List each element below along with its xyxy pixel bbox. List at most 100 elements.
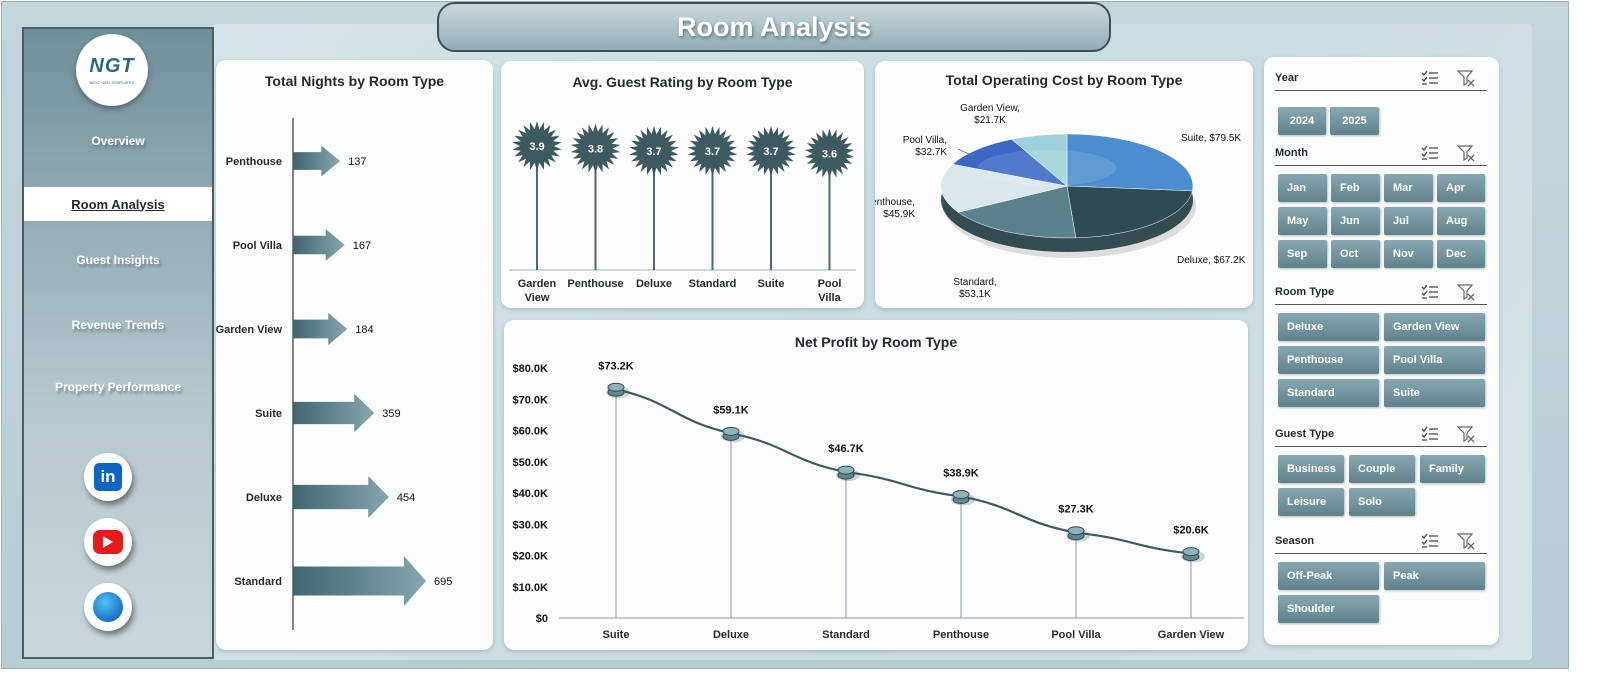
multi-select-icon[interactable]	[1421, 145, 1439, 161]
slicer-year: Year 2024 2025	[1275, 67, 1487, 137]
cost-pie-highlight	[977, 149, 1117, 187]
slicer-month-may[interactable]: May	[1278, 207, 1327, 235]
rating-category-label: View	[525, 292, 550, 304]
cost-slice-value: $32.7K	[915, 147, 947, 158]
profit-value-label: $59.1K	[713, 404, 749, 416]
cost-slice-garden-view	[1011, 133, 1068, 187]
slicer-room-garden-view[interactable]: Garden View	[1384, 313, 1485, 341]
cost-slice-label: Standard,	[953, 277, 996, 288]
profit-marker	[607, 382, 625, 392]
slicer-month-dec[interactable]: Dec	[1437, 240, 1485, 268]
slicer-room-pool-villa[interactable]: Pool Villa	[1384, 346, 1485, 374]
profit-ytick-label: $20.0K	[513, 551, 549, 563]
slicer-guest-type-header: Guest Type	[1275, 423, 1487, 447]
rating-value-label: 3.6	[822, 149, 837, 161]
slicer-guest-type: Guest Type Business Couple Family Leisur…	[1275, 423, 1487, 523]
nights-bar-pool-villa	[293, 229, 345, 261]
multi-select-icon[interactable]	[1421, 70, 1439, 86]
rating-category-label: Suite	[758, 278, 785, 290]
sidebar-item-property-performance[interactable]: Property Performance	[54, 380, 182, 394]
rating-chart-title: Avg. Guest Rating by Room Type	[572, 74, 793, 90]
cost-slice-deluxe	[1066, 185, 1193, 239]
clear-filter-icon[interactable]	[1457, 70, 1475, 87]
slicer-guest-leisure[interactable]: Leisure	[1278, 488, 1344, 516]
cost-leader-line	[957, 148, 974, 157]
rating-starburst-pool-villa	[804, 128, 855, 179]
profit-category-label: Penthouse	[933, 629, 989, 641]
slicer-season-off-peak[interactable]: Off-Peak	[1278, 562, 1379, 590]
slicer-month-nov[interactable]: Nov	[1384, 240, 1433, 268]
rating-category-label: Standard	[689, 278, 737, 290]
multi-select-icon[interactable]	[1421, 284, 1439, 300]
slicer-year-2025[interactable]: 2025	[1330, 107, 1379, 135]
slicer-season-peak[interactable]: Peak	[1384, 562, 1485, 590]
profit-marker	[1067, 526, 1085, 536]
sidebar-item-overview[interactable]: Overview	[91, 134, 145, 148]
cost-slice-label: Penthouse,	[875, 197, 915, 208]
cost-slice-value: $45.9K	[883, 209, 915, 220]
linkedin-button[interactable]: in	[84, 453, 132, 501]
slicer-month-feb[interactable]: Feb	[1331, 174, 1380, 202]
slicer-month-header: Month	[1275, 142, 1487, 166]
sidebar-item-room-analysis[interactable]: Room Analysis	[24, 187, 212, 221]
slicer-month-mar[interactable]: Mar	[1384, 174, 1433, 202]
clear-filter-icon[interactable]	[1457, 284, 1475, 301]
slicer-guest-couple[interactable]: Couple	[1349, 455, 1415, 483]
sidebar-item-guest-insights[interactable]: Guest Insights	[76, 253, 160, 267]
rating-category-label: Pool	[818, 278, 842, 290]
clear-filter-icon[interactable]	[1457, 426, 1475, 443]
nights-value-label: 137	[348, 156, 366, 168]
clear-filter-icon[interactable]	[1457, 145, 1475, 162]
multi-select-icon[interactable]	[1421, 426, 1439, 442]
slicer-room-standard[interactable]: Standard	[1278, 379, 1379, 407]
cost-slice-suite	[1066, 133, 1194, 192]
youtube-button[interactable]	[84, 518, 132, 566]
rating-value-label: 3.7	[646, 146, 661, 158]
rating-starburst-standard	[687, 126, 738, 176]
slicer-room-penthouse[interactable]: Penthouse	[1278, 346, 1379, 374]
youtube-icon	[93, 530, 123, 554]
profit-chart-card: Net Profit by Room Type $0 $10.0K $20.0K $3…	[504, 320, 1248, 650]
profit-category-label: Deluxe	[713, 629, 749, 641]
sidebar-item-revenue-trends[interactable]: Revenue Trends	[71, 318, 165, 332]
rating-value-label: 3.8	[588, 144, 603, 156]
slicer-guest-solo[interactable]: Solo	[1349, 488, 1415, 516]
slicer-year-header: Year	[1275, 67, 1487, 91]
slicer-room-deluxe[interactable]: Deluxe	[1278, 313, 1379, 341]
slicer-month-jun[interactable]: Jun	[1331, 207, 1380, 235]
logo-text: NGT	[89, 55, 135, 77]
nights-value-label: 359	[382, 408, 400, 420]
nights-bar-garden-view	[293, 312, 348, 346]
profit-category-label: Garden View	[1158, 629, 1225, 641]
slicer-year-2024[interactable]: 2024	[1278, 107, 1326, 135]
clear-filter-icon[interactable]	[1457, 533, 1475, 550]
slicer-month: Month Jan Feb Mar Apr May Jun Jul Aug Se…	[1275, 142, 1487, 272]
cost-slice-label: Garden View,	[960, 103, 1020, 114]
logo[interactable]: NGT NEXT GEN TEMPLATES	[76, 34, 148, 106]
profit-value-label: $38.9K	[943, 467, 979, 479]
slicer-month-jul[interactable]: Jul	[1384, 207, 1433, 235]
slicer-month-jan[interactable]: Jan	[1278, 174, 1327, 202]
slicer-guest-business[interactable]: Business	[1278, 455, 1344, 483]
rating-starburst-suite	[746, 126, 796, 176]
nights-value-label: 695	[434, 576, 452, 588]
slicer-season-shoulder[interactable]: Shoulder	[1278, 595, 1379, 623]
nights-category-label: Pool Villa	[233, 240, 283, 252]
website-button[interactable]	[84, 583, 132, 631]
nights-category-label: Suite	[255, 408, 282, 420]
slicer-room-suite[interactable]: Suite	[1384, 379, 1485, 407]
multi-select-icon[interactable]	[1421, 533, 1439, 549]
profit-ytick-label: $70.0K	[513, 394, 549, 406]
rating-chart-card: Avg. Guest Rating by Room Type 3.9 Garden…	[501, 61, 864, 308]
profit-value-label: $46.7K	[828, 443, 864, 455]
slicer-guest-family[interactable]: Family	[1420, 455, 1485, 483]
rating-starburst-penthouse	[570, 123, 621, 174]
slicer-month-sep[interactable]: Sep	[1278, 240, 1327, 268]
slicer-month-title: Month	[1275, 147, 1308, 159]
slicer-month-oct[interactable]: Oct	[1331, 240, 1380, 268]
cost-slice-value: $53.1K	[959, 289, 991, 300]
slicer-month-apr[interactable]: Apr	[1437, 174, 1485, 202]
profit-marker	[837, 465, 855, 475]
profit-marker	[952, 489, 970, 499]
slicer-month-aug[interactable]: Aug	[1437, 207, 1485, 235]
